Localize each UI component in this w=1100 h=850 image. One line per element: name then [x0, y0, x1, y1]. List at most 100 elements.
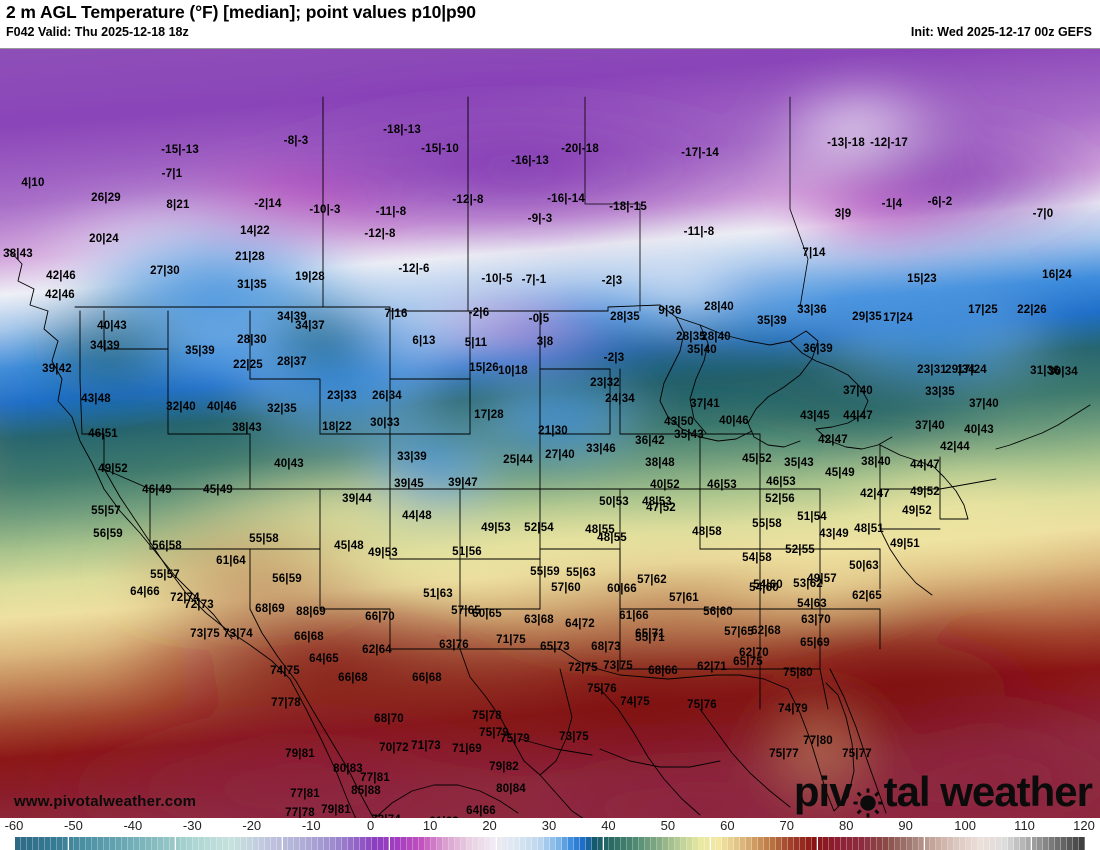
colorbar-segment — [229, 837, 235, 850]
sun-icon — [853, 780, 883, 818]
colorbar-tick: 120 — [1073, 818, 1095, 833]
valid-time-label: F042 Valid: Thu 2025-12-18 18z — [6, 25, 189, 39]
colorbar-tick: 110 — [1014, 818, 1035, 833]
colorbar-segment — [246, 837, 253, 850]
colorbar-segment — [419, 837, 426, 850]
colorbar-segment — [805, 837, 812, 850]
colorbar-segment — [972, 837, 978, 850]
colorbar-segment — [1013, 837, 1020, 850]
colorbar-segment — [181, 837, 188, 850]
colorbar-tick: 70 — [779, 818, 794, 833]
colorbar-segment — [728, 837, 735, 850]
colorbar-segment — [175, 837, 182, 850]
colorbar-segment — [823, 837, 830, 850]
colorbar-segment — [425, 837, 432, 850]
colorbar-segment — [116, 837, 122, 850]
colorbar-segment — [288, 837, 295, 850]
colorbar-segment — [942, 837, 949, 850]
colorbar-segment — [74, 837, 81, 850]
colorbar-segment — [811, 837, 818, 850]
colorbar-segment — [704, 837, 711, 850]
colorbar-segment — [865, 837, 871, 850]
map-canvas[interactable]: 4|10 26|29 20|24 27|30 38|43 42|46 42|46 40|43 3… — [0, 48, 1100, 818]
brand-text-pre: piv — [793, 768, 853, 815]
colorbar-segment — [122, 837, 128, 850]
colorbar-segment — [199, 837, 206, 850]
colorbar-segment — [764, 837, 770, 850]
colorbar-segment — [223, 837, 229, 850]
political-boundaries — [7, 96, 1091, 818]
colorbar-segment — [56, 837, 63, 850]
colorbar-segment — [585, 837, 592, 850]
colorbar-segment — [781, 837, 788, 850]
colorbar-segment — [211, 837, 218, 850]
colorbar-segment — [26, 837, 33, 850]
colorbar-segment — [401, 837, 408, 850]
colorbar-segment — [680, 837, 687, 850]
colorbar-segment — [876, 837, 883, 850]
colorbar-segment — [573, 837, 580, 850]
page-title: 2 m AGL Temperature (°F) [median]; point… — [6, 2, 476, 23]
colorbar-segment — [44, 837, 51, 850]
colorbar-tick: -60 — [4, 818, 24, 833]
colorbar-segment — [1043, 837, 1050, 850]
colorbar-segment — [98, 837, 105, 850]
colorbar-segment — [603, 837, 610, 850]
colorbar-segment — [15, 837, 21, 850]
colorbar-tick: 60 — [720, 818, 735, 833]
colorbar-segment — [448, 837, 455, 850]
colorbar-segment — [882, 837, 889, 850]
colorbar[interactable]: -60 -50 -40 -30 -20 -10 0 10 20 30 40 50 60 70 80 90 100… — [0, 818, 1100, 850]
colorbar-segment — [86, 837, 93, 850]
colorbar-segment — [686, 837, 693, 850]
colorbar-segment — [264, 837, 271, 850]
colorbar-segment — [1001, 837, 1008, 850]
colorbar-segment — [734, 837, 741, 850]
colorbar-tick: -20 — [242, 818, 262, 833]
colorbar-segment — [799, 837, 806, 850]
colorbar-segment — [627, 837, 634, 850]
colorbar-segment — [853, 837, 860, 850]
colorbar-segment — [817, 837, 824, 850]
colorbar-segment — [50, 837, 57, 850]
temperature-field — [0, 49, 1100, 818]
header: 2 m AGL Temperature (°F) [median]; point… — [0, 0, 1100, 48]
colorbar-segment — [234, 837, 241, 850]
colorbar-tick: 100 — [954, 818, 976, 833]
colorbar-segment — [330, 837, 336, 850]
colorbar-segment — [460, 837, 467, 850]
colorbar-segment — [847, 837, 854, 850]
colorbar-segment — [948, 837, 955, 850]
colorbar-segment — [151, 837, 158, 850]
colorbar-segment — [567, 837, 574, 850]
colorbar-segment — [829, 837, 836, 850]
colorbar-segment — [1019, 837, 1026, 850]
colorbar-segment — [787, 837, 794, 850]
colorbar-segment — [544, 837, 550, 850]
colorbar-segment — [900, 837, 907, 850]
colorbar-segment — [157, 837, 164, 850]
colorbar-segment — [579, 837, 586, 850]
colorbar-segment — [775, 837, 782, 850]
colorbar-tick: 30 — [541, 818, 557, 833]
colorbar-tick: -30 — [182, 818, 202, 833]
colorbar-segment — [217, 837, 224, 850]
colorbar-segment — [668, 837, 675, 850]
colorbar-segment — [978, 837, 984, 850]
colorbar-tick: 20 — [482, 818, 497, 833]
colorbar-segment — [104, 837, 111, 850]
colorbar-segment — [1007, 837, 1014, 850]
colorbar-segment — [615, 837, 622, 850]
colorbar-gradient[interactable] — [14, 836, 1086, 850]
colorbar-segment — [651, 837, 657, 850]
brand-text-post: tal weather — [883, 768, 1093, 815]
colorbar-segment — [502, 837, 509, 850]
colorbar-segment — [312, 837, 319, 850]
colorbar-segment — [32, 837, 39, 850]
brand-watermark: piv — [793, 768, 1093, 818]
colorbar-segment — [633, 837, 640, 850]
colorbar-segment — [710, 837, 717, 850]
colorbar-segment — [936, 837, 943, 850]
colorbar-segment — [193, 837, 200, 850]
colorbar-segment — [431, 837, 438, 850]
